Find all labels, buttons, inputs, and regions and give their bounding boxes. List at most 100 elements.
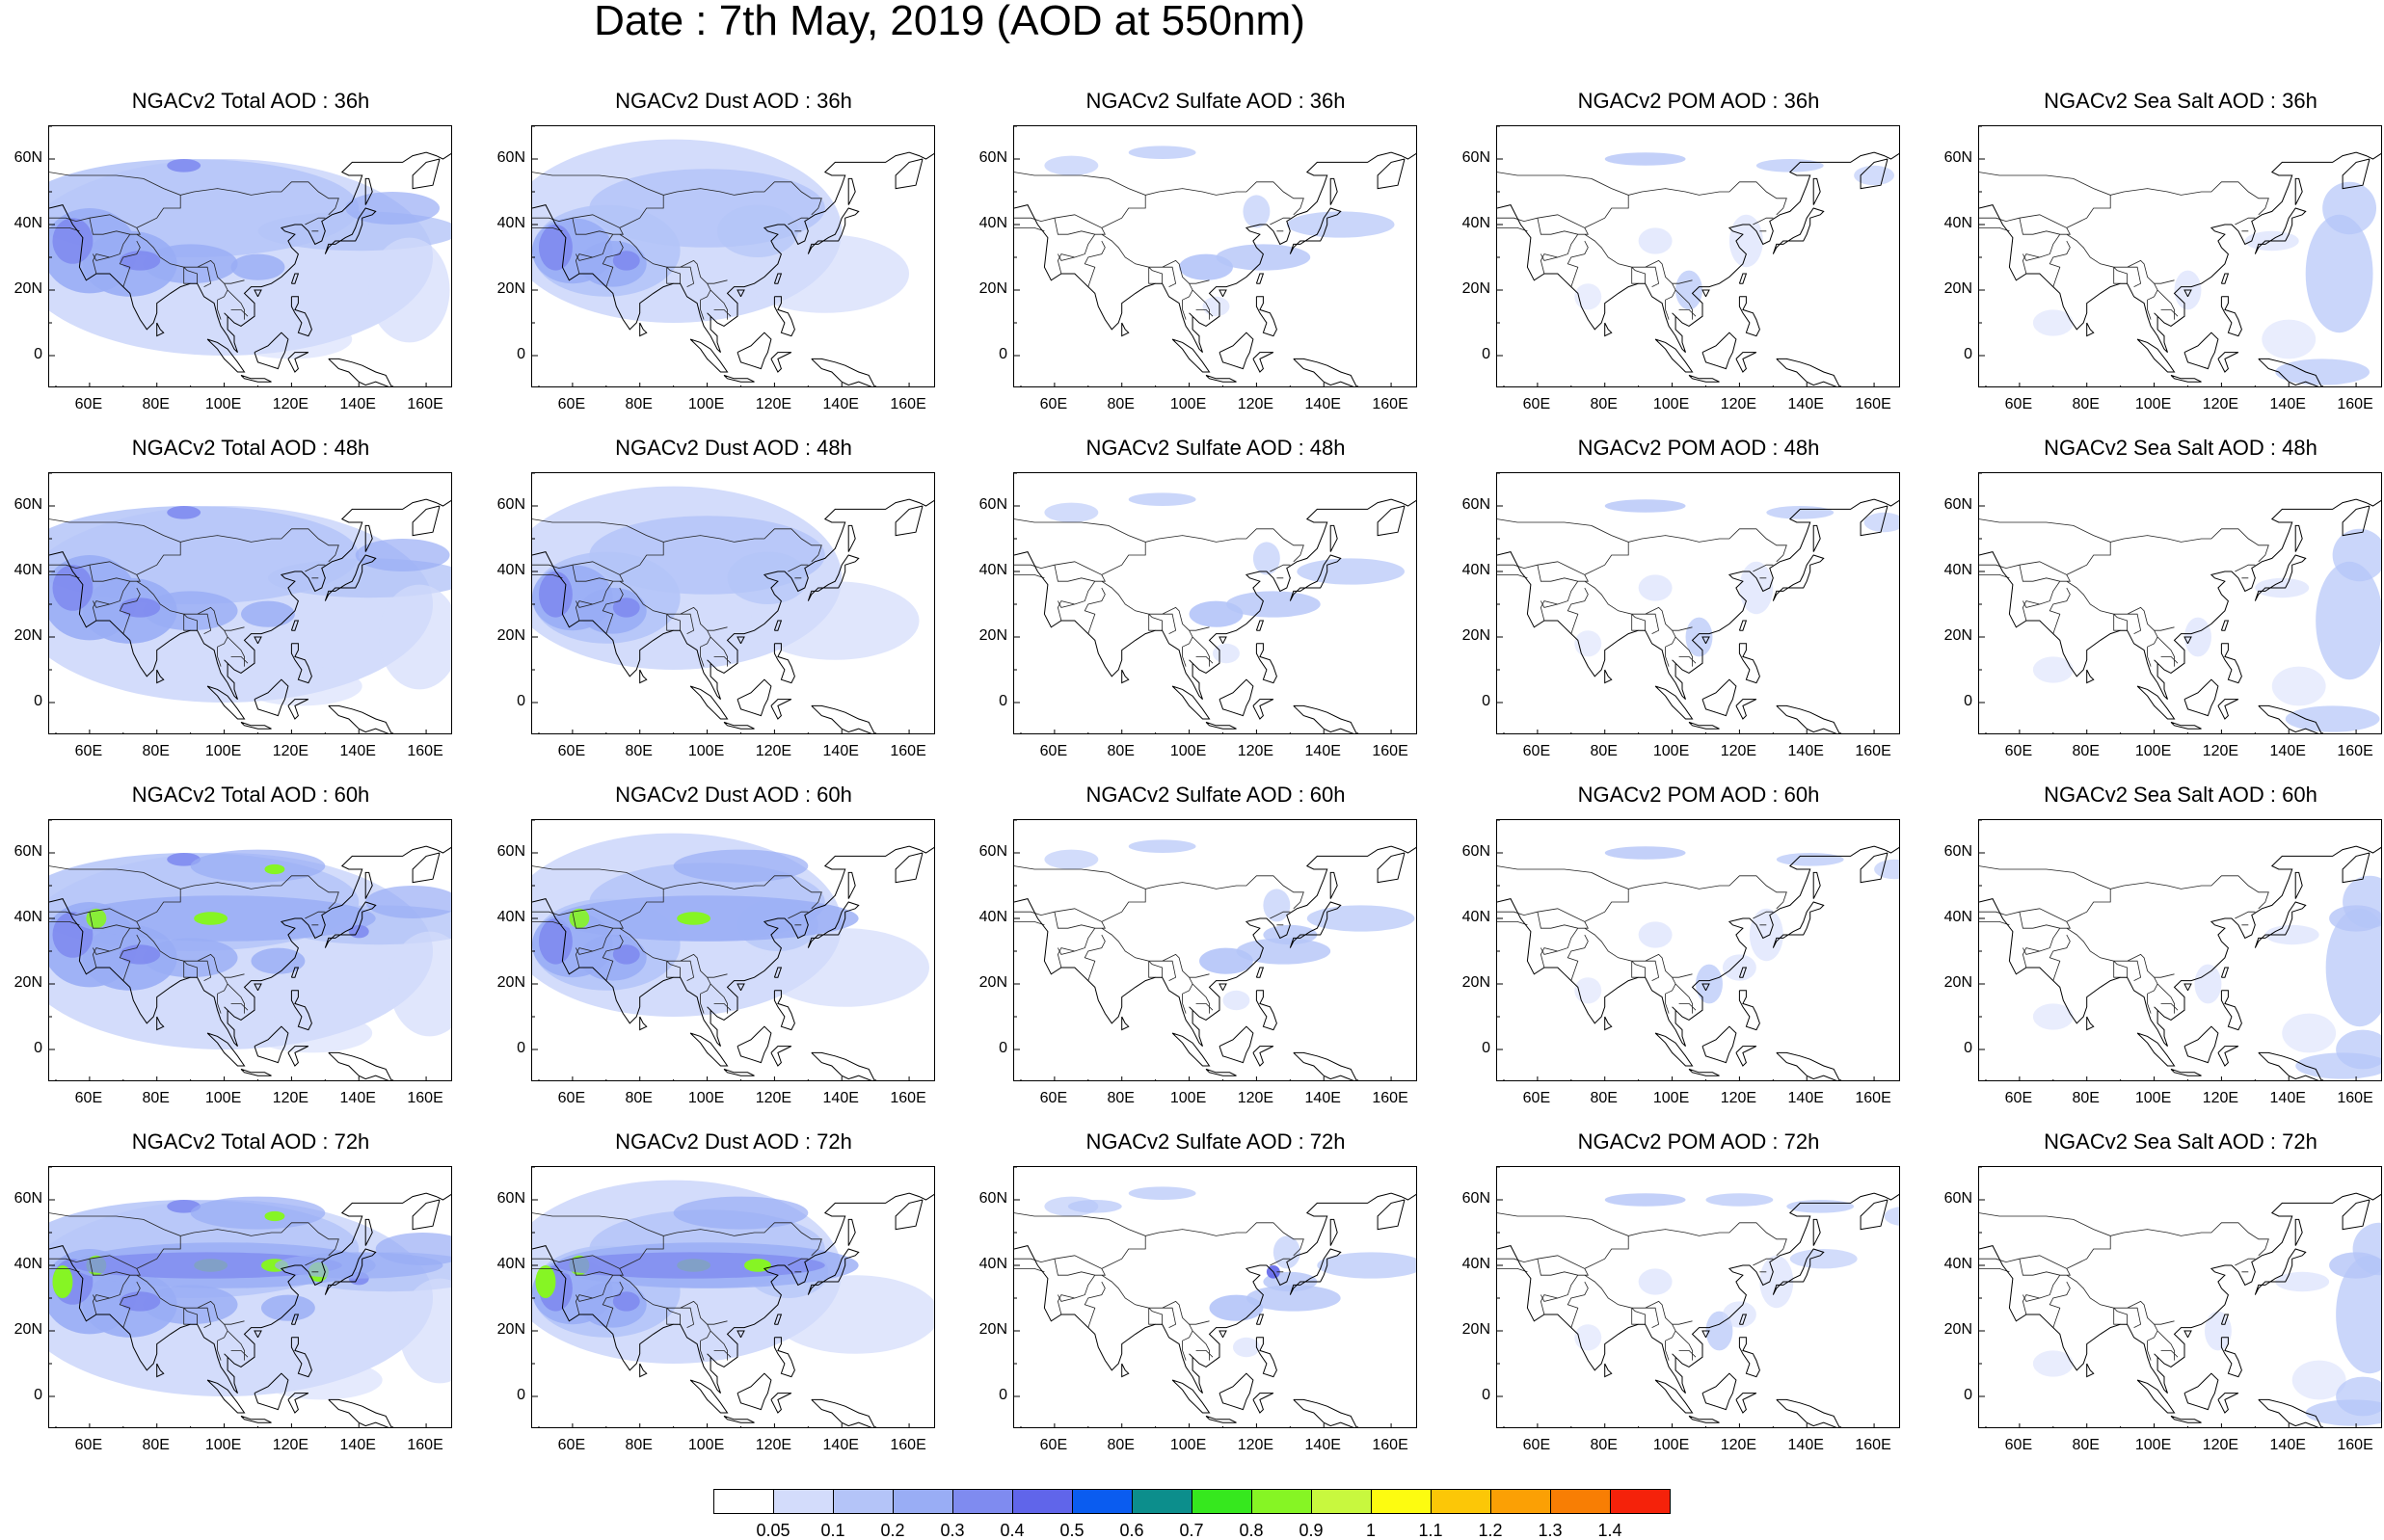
aod-field-region	[1574, 630, 1602, 657]
lon-tick-label: 120E	[755, 1437, 792, 1453]
lon-tick-label: 100E	[1169, 1090, 1207, 1106]
aod-field-region	[1263, 889, 1291, 922]
country-borders	[1014, 518, 1304, 667]
lon-tick-label: 120E	[755, 396, 792, 412]
aod-field-region	[264, 863, 285, 875]
lon-tick-label: 120E	[1720, 396, 1757, 412]
lat-tick-label: 20N	[1943, 974, 1972, 991]
panel-title: NGACv2 POM AOD : 36h	[1577, 89, 1820, 113]
aod-field-region	[1638, 1268, 1673, 1295]
lon-tick-label: 80E	[2072, 1437, 2100, 1453]
aod-map	[531, 1166, 935, 1428]
aod-field-region	[1638, 227, 1673, 254]
aod-field-region	[2291, 1360, 2346, 1400]
panel-title: NGACv2 Sulfate AOD : 72h	[1085, 1129, 1346, 1154]
aod-field-region	[677, 912, 711, 925]
lon-tick-label: 120E	[272, 396, 309, 412]
lon-tick-label: 160E	[1372, 1437, 1408, 1453]
country-borders	[49, 518, 339, 667]
lat-tick-label: 20N	[1461, 627, 1490, 644]
lon-tick-label: 80E	[1107, 1437, 1135, 1453]
lon-tick-label: 80E	[142, 396, 170, 412]
lon-tick-label: 160E	[1855, 396, 1891, 412]
lon-tick-label: 120E	[272, 743, 309, 759]
aod-map	[48, 819, 452, 1081]
lat-tick-label: 40N	[1943, 562, 1972, 578]
country-borders	[49, 1212, 339, 1361]
coastline	[532, 845, 934, 1080]
map-canvas	[1979, 473, 2381, 733]
lon-tick-label: 100E	[2134, 743, 2172, 759]
map-canvas	[49, 820, 451, 1080]
lon-tick-label: 60E	[74, 1437, 103, 1453]
lon-tick-label: 60E	[557, 743, 586, 759]
aod-field-region	[761, 928, 930, 1007]
aod-field-region	[241, 600, 295, 627]
country-borders	[1014, 172, 1304, 320]
aod-field-region	[1604, 1193, 1686, 1207]
aod-field-region	[167, 506, 201, 519]
aod-field-region	[399, 1278, 451, 1384]
lon-tick-label: 120E	[272, 1090, 309, 1106]
aod-map	[1978, 1166, 2382, 1428]
aod-field-region	[355, 539, 450, 571]
aod-field-region	[770, 1275, 934, 1354]
aod-field-region	[1243, 195, 1271, 228]
aod-field-region	[2262, 319, 2317, 359]
aod-field-region	[1246, 1285, 1341, 1312]
panel-title: NGACv2 Sea Salt AOD : 60h	[2044, 783, 2317, 807]
lon-tick-label: 80E	[1107, 396, 1135, 412]
lon-tick-label: 80E	[142, 1090, 170, 1106]
lat-tick-label: 20N	[13, 280, 42, 297]
lon-tick-label: 100E	[204, 1090, 242, 1106]
aod-map	[1496, 472, 1900, 734]
lon-tick-label: 140E	[1304, 743, 1341, 759]
country-borders	[1497, 172, 1787, 320]
colorbar-swatch	[1311, 1489, 1372, 1514]
lon-tick-label: 80E	[625, 396, 653, 412]
aod-field-region	[120, 944, 161, 965]
lon-tick-label: 160E	[1372, 396, 1408, 412]
colorbar-swatch	[952, 1489, 1013, 1514]
colorbar-label: 1.3	[1538, 1521, 1563, 1540]
aod-field-region	[2305, 214, 2373, 333]
aod-field-region	[1854, 165, 1895, 186]
country-borders	[532, 865, 822, 1014]
lat-tick-label: 40N	[978, 562, 1007, 578]
lat-tick-label: 0	[1482, 346, 1490, 362]
colorbar-swatch	[773, 1489, 834, 1514]
lon-tick-label: 120E	[1237, 1437, 1274, 1453]
aod-field-region	[1749, 908, 1783, 962]
aod-field-region	[1252, 542, 1280, 575]
lat-tick-label: 40N	[13, 562, 42, 578]
panel-title: NGACv2 Sea Salt AOD : 36h	[2044, 89, 2317, 113]
colorbar-label: 1.2	[1478, 1521, 1503, 1540]
aod-field-region	[2332, 528, 2381, 582]
aod-field-region	[52, 1265, 73, 1298]
coastline	[1014, 1192, 1416, 1427]
aod-field-region	[1128, 1186, 1196, 1200]
lon-tick-label: 120E	[2202, 1437, 2239, 1453]
aod-field-region	[251, 1013, 373, 1053]
aod-field-region	[1574, 977, 1602, 1004]
lon-tick-label: 100E	[2134, 1437, 2172, 1453]
lat-tick-label: 40N	[1461, 562, 1490, 578]
lat-tick-label: 60N	[13, 496, 42, 513]
aod-field-region	[2285, 705, 2380, 732]
lat-tick-label: 60N	[1461, 843, 1490, 860]
map-canvas	[1497, 126, 1899, 386]
lat-tick-label: 60N	[978, 496, 1007, 513]
lat-tick-label: 0	[1482, 1387, 1490, 1403]
lat-tick-label: 40N	[978, 909, 1007, 925]
coastline	[1014, 845, 1416, 1080]
lon-tick-label: 100E	[1652, 743, 1690, 759]
coastline	[1014, 151, 1416, 386]
lat-tick-label: 40N	[496, 562, 525, 578]
aod-field-region	[2204, 1311, 2232, 1351]
coastline	[1979, 845, 2381, 1080]
aod-field-region	[230, 253, 285, 280]
aod-field-region	[86, 908, 107, 929]
aod-field-region	[612, 597, 640, 618]
lat-tick-label: 0	[517, 1387, 525, 1403]
country-borders	[1497, 865, 1787, 1014]
